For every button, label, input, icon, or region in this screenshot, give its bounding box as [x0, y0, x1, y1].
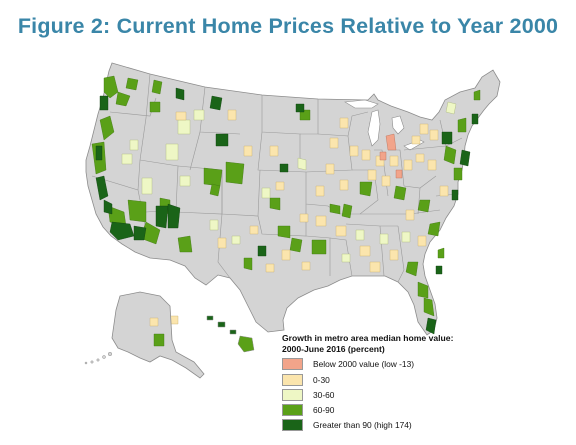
metros-below-2000-value [379, 133, 403, 179]
legend-title-line1: Growth in metro area median home value: [282, 333, 454, 343]
legend: Growth in metro area median home value: … [282, 333, 572, 432]
alaska-metro-anchorage [153, 333, 165, 347]
legend-swatch [282, 419, 303, 432]
metros-60-90 [91, 75, 481, 317]
legend-items: Below 2000 value (low -13) 0-30 30-60 60… [282, 358, 572, 432]
legend-item-30-60: 30-60 [282, 388, 572, 401]
metros-30-60 [121, 101, 457, 263]
legend-label: Greater than 90 (high 174) [313, 420, 412, 431]
legend-swatch [282, 404, 303, 417]
legend-item-60-90: 60-90 [282, 404, 572, 417]
legend-item-greater-than-90: Greater than 90 (high 174) [282, 419, 572, 432]
legend-item-below-2000: Below 2000 value (low -13) [282, 358, 572, 371]
figure-title: Figure 2: Current Home Prices Relative t… [17, 14, 559, 38]
lake-michigan [367, 109, 381, 147]
legend-title-line2: 2000-June 2016 (percent) [282, 343, 385, 354]
legend-swatch [282, 388, 303, 401]
aleutian-islands [84, 351, 113, 365]
legend-label: 30-60 [313, 389, 335, 400]
legend-swatch [282, 373, 303, 386]
legend-title: Growth in metro area median home value: … [282, 333, 572, 354]
legend-label: Below 2000 value (low -13) [313, 359, 415, 370]
hawaii-islands [206, 315, 255, 353]
lake-superior [344, 99, 379, 109]
metros-0-30 [169, 109, 449, 325]
legend-swatch [282, 358, 303, 371]
legend-item-0-30: 0-30 [282, 373, 572, 386]
metros-greater-than-90 [95, 87, 479, 335]
lake-huron [391, 115, 405, 135]
legend-label: 60-90 [313, 405, 335, 416]
alaska-metro-fairbanks [149, 317, 159, 327]
legend-label: 0-30 [313, 374, 330, 385]
